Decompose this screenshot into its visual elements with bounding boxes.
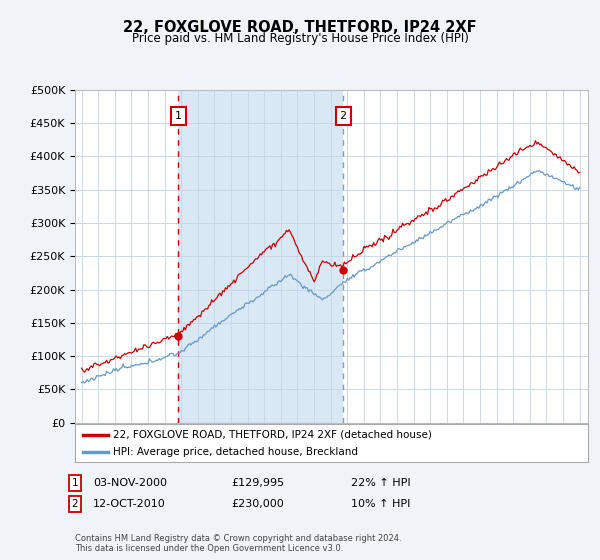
Text: 2: 2: [71, 499, 79, 509]
Text: £129,995: £129,995: [231, 478, 284, 488]
Text: £230,000: £230,000: [231, 499, 284, 509]
Text: 10% ↑ HPI: 10% ↑ HPI: [351, 499, 410, 509]
Text: 1: 1: [175, 111, 182, 122]
Text: 2: 2: [340, 111, 347, 122]
Text: 03-NOV-2000: 03-NOV-2000: [93, 478, 167, 488]
Text: 22, FOXGLOVE ROAD, THETFORD, IP24 2XF (detached house): 22, FOXGLOVE ROAD, THETFORD, IP24 2XF (d…: [113, 430, 433, 440]
Text: 22% ↑ HPI: 22% ↑ HPI: [351, 478, 410, 488]
Text: Contains HM Land Registry data © Crown copyright and database right 2024.
This d: Contains HM Land Registry data © Crown c…: [75, 534, 401, 553]
Text: Price paid vs. HM Land Registry's House Price Index (HPI): Price paid vs. HM Land Registry's House …: [131, 32, 469, 45]
Text: 22, FOXGLOVE ROAD, THETFORD, IP24 2XF: 22, FOXGLOVE ROAD, THETFORD, IP24 2XF: [123, 20, 477, 35]
Text: 1: 1: [71, 478, 79, 488]
Text: HPI: Average price, detached house, Breckland: HPI: Average price, detached house, Brec…: [113, 447, 358, 458]
Bar: [178, 90, 343, 423]
Text: 12-OCT-2010: 12-OCT-2010: [93, 499, 166, 509]
